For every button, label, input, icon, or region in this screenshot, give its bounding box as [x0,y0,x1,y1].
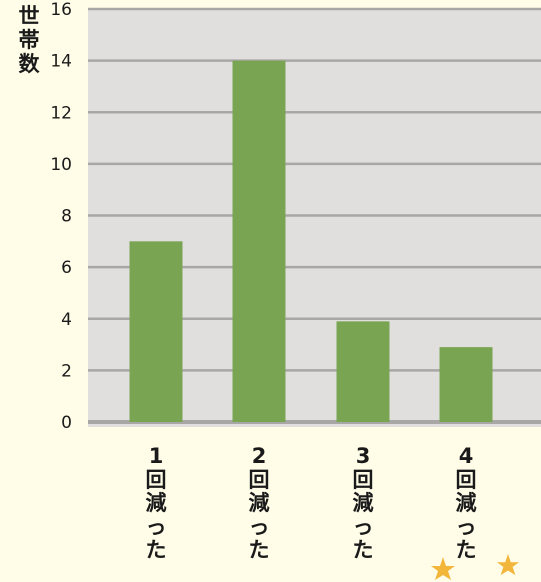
y-tick-label: 12 [50,103,72,123]
y-tick-label: 0 [61,413,72,433]
y-tick-label: 4 [61,310,72,330]
star-icon [496,553,520,576]
y-tick-label: 6 [61,258,72,278]
bar-3 [336,321,390,422]
y-tick-label: 8 [61,207,72,227]
y-tick-labels: 0 2 4 6 8 10 12 14 16 [50,0,72,433]
y-axis-label: 世帯数 [18,4,40,76]
y-tick-label: 2 [61,361,72,381]
y-tick-label: 10 [50,155,72,175]
bar-2 [232,60,286,422]
bar-1 [129,241,183,422]
y-tick-label: 16 [50,0,72,20]
bar-4 [439,347,493,422]
star-icon [431,557,455,580]
y-tick-label: 14 [50,52,72,72]
bars [129,60,493,422]
